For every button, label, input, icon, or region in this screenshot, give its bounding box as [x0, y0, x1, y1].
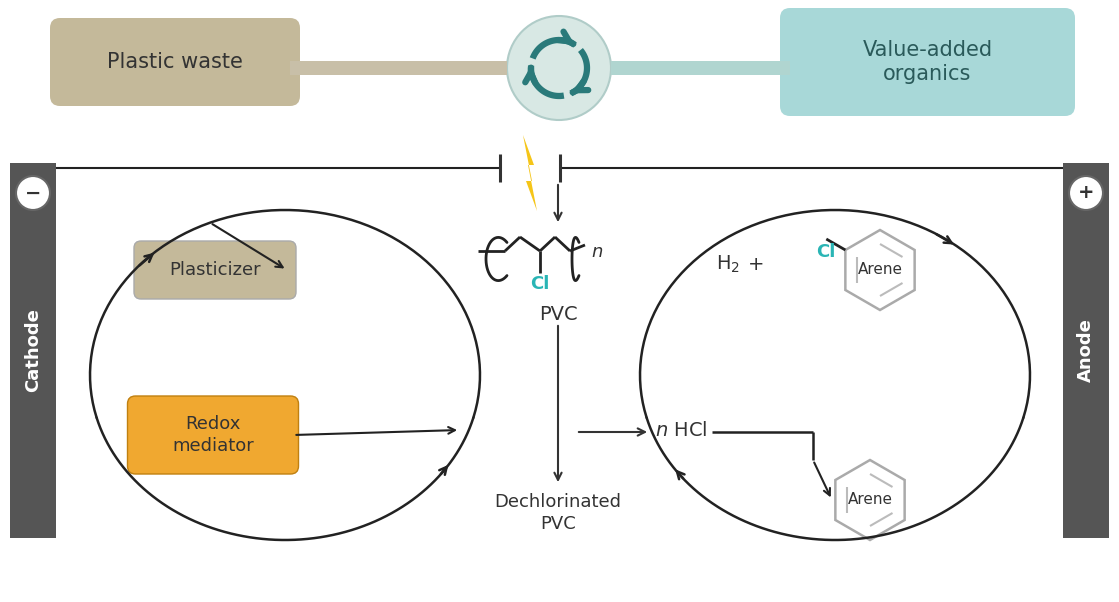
Polygon shape: [836, 460, 904, 540]
Polygon shape: [523, 135, 537, 211]
Text: Plasticizer: Plasticizer: [169, 261, 261, 279]
Text: +: +: [747, 255, 764, 273]
Text: Redox
mediator: Redox mediator: [172, 415, 254, 455]
Bar: [10, 163, 56, 538]
Text: +: +: [1078, 184, 1094, 202]
Text: Dechlorinated
PVC: Dechlorinated PVC: [495, 493, 621, 533]
Bar: [611, 61, 790, 75]
Text: Anode: Anode: [1076, 318, 1096, 382]
Text: PVC: PVC: [538, 305, 577, 324]
Text: Arene: Arene: [847, 492, 893, 507]
Text: −: −: [25, 184, 41, 202]
FancyBboxPatch shape: [780, 8, 1075, 116]
FancyBboxPatch shape: [134, 241, 297, 299]
Polygon shape: [845, 230, 914, 310]
Bar: [1063, 163, 1109, 538]
Circle shape: [507, 16, 611, 120]
Text: $n$: $n$: [591, 243, 603, 261]
FancyBboxPatch shape: [50, 18, 300, 106]
Text: Cathode: Cathode: [23, 309, 43, 393]
Text: Arene: Arene: [857, 262, 903, 278]
Text: Cl: Cl: [530, 275, 549, 293]
Circle shape: [1069, 176, 1103, 210]
Circle shape: [16, 176, 50, 210]
Text: Value-added
organics: Value-added organics: [863, 40, 993, 84]
Text: H$_2$: H$_2$: [716, 253, 740, 275]
Text: Plastic waste: Plastic waste: [107, 52, 243, 72]
Text: Cl: Cl: [817, 243, 836, 261]
Bar: [290, 61, 507, 75]
Text: $n$ HCl: $n$ HCl: [655, 421, 707, 439]
FancyBboxPatch shape: [128, 396, 299, 474]
